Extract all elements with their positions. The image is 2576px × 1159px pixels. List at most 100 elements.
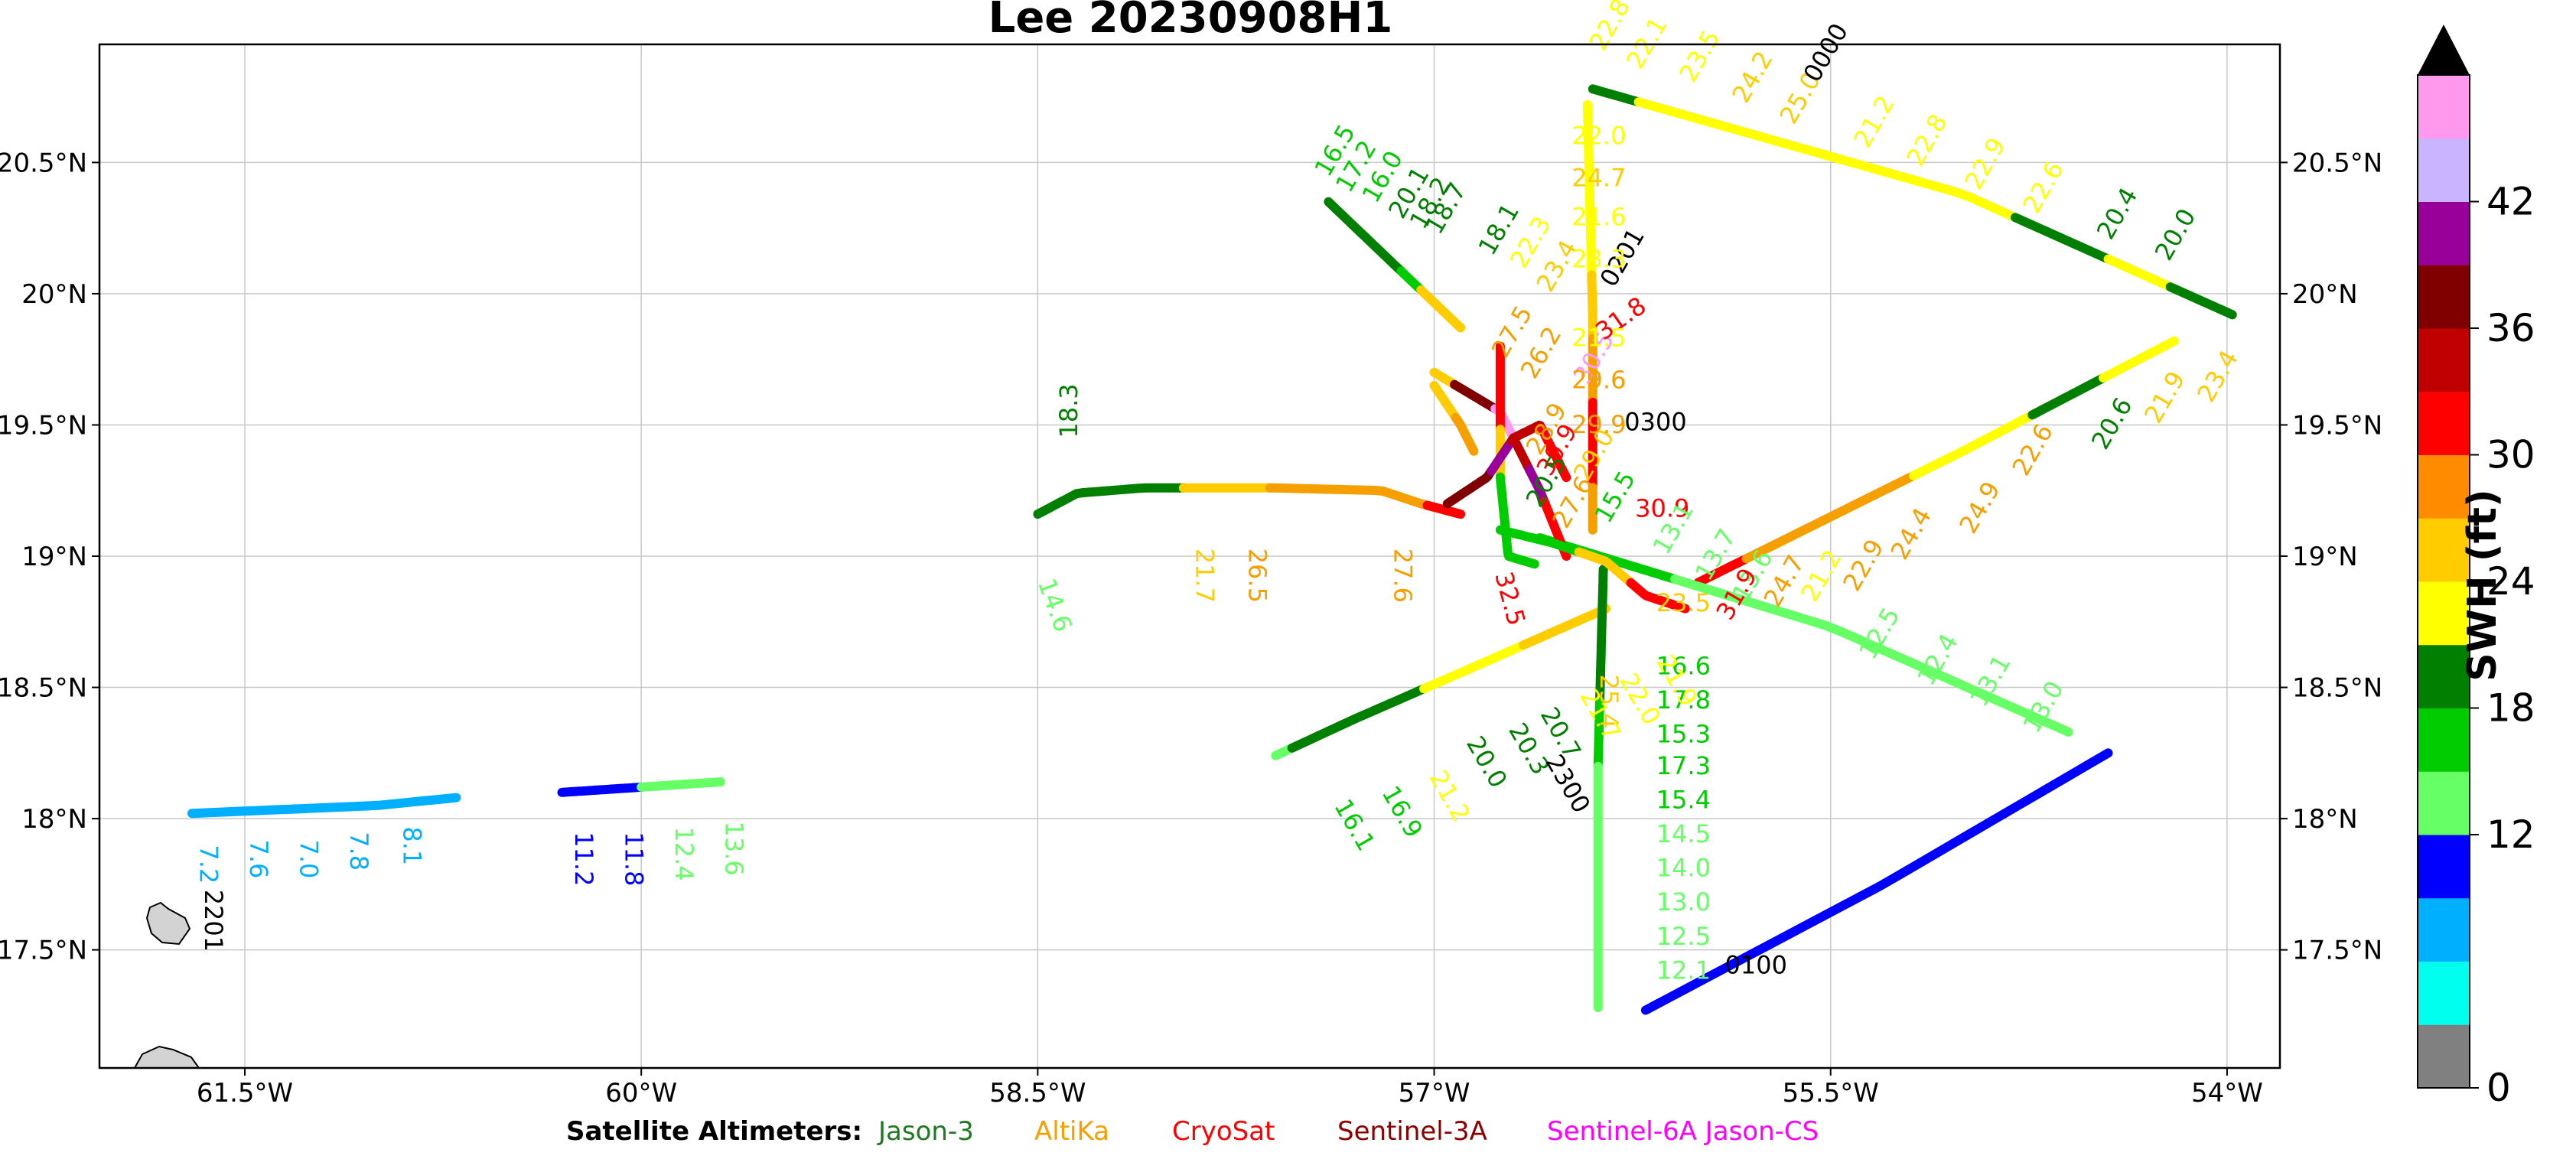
colorbar-tick-label: 36 [2486, 306, 2535, 350]
y-tick-label-right: 17.5°N [2292, 936, 2382, 966]
track-segment [1587, 270, 1597, 343]
track-segment [1593, 696, 1604, 771]
track-storm-5 [1495, 525, 1690, 614]
track-segment [2011, 213, 2113, 264]
colorbar-swatch [2418, 644, 2470, 708]
colorbar-tick-label: 42 [2486, 180, 2535, 224]
island-shape [145, 901, 191, 946]
y-tick-label-right: 18.5°N [2292, 673, 2382, 704]
swh-value-label: 30.9 [1635, 494, 1689, 523]
swh-value-label: 18.3 [1054, 383, 1083, 438]
y-tick-label-left: 19°N [21, 542, 87, 572]
swh-value-label: 26.5 [1243, 549, 1272, 603]
colorbar-label: SWH (ft) [2460, 489, 2506, 681]
track-segment [2099, 336, 2179, 383]
x-tick-label: 57°W [1399, 1078, 1470, 1109]
swh-value-label: 15.3 [1656, 720, 1711, 749]
swh-value-label: 14.0 [1656, 854, 1711, 883]
colorbar-swatch [2418, 961, 2470, 1025]
track-segment [1287, 684, 1429, 753]
map-title: Lee 20230908H1 [988, 0, 1393, 43]
colorbar-swatch [2418, 201, 2470, 265]
track-storm-3 [1429, 381, 1479, 456]
y-tick-label-left: 20°N [21, 279, 87, 310]
legend-item: Sentinel-6A Jason-CS [1547, 1116, 1819, 1147]
x-tick-label: 55.5°W [1783, 1078, 1879, 1109]
track-segment [1451, 412, 1479, 456]
swh-value-label: 0300 [1624, 407, 1686, 436]
colorbar-tick-label: 18 [2486, 686, 2535, 731]
colorbar-swatch [2418, 75, 2470, 139]
legend-item: Jason-3 [877, 1116, 974, 1147]
track-segment [1640, 748, 2113, 1015]
swh-value-label: 0100 [1725, 951, 1787, 980]
track-segment [2027, 373, 2109, 420]
swh-value-label: 2201 [199, 890, 228, 952]
swh-value-label: 14.5 [1656, 819, 1711, 848]
colorbar-swatch [2418, 581, 2470, 646]
y-tick-label-right: 18°N [2292, 804, 2358, 835]
colorbar-tick-label: 12 [2486, 812, 2535, 857]
swh-value-label: 7.2 [194, 845, 223, 884]
track-segment [1416, 285, 1466, 333]
track-segment [1033, 483, 1188, 519]
swh-value-label: 22.0 [1571, 121, 1626, 150]
track-segment [1694, 554, 1751, 588]
colorbar-swatch [2418, 518, 2470, 582]
swh-value-label: 21.7 [1190, 549, 1220, 603]
swh-value-label: 29.6 [1571, 365, 1626, 394]
swh-value-label: 11.2 [569, 832, 598, 886]
track-segment [1429, 381, 1461, 422]
swh-value-label: 7.8 [344, 832, 373, 871]
colorbar-swatch [2418, 897, 2470, 962]
swh-value-label: 11.8 [620, 832, 649, 886]
y-tick-label-right: 20.5°N [2292, 148, 2382, 178]
colorbar-tick-label: 0 [2486, 1066, 2511, 1110]
swh-value-label: 21.6 [1571, 203, 1626, 232]
track-segment [1582, 99, 1597, 280]
swh-value-label: 7.0 [295, 840, 324, 879]
swh-value-label: 17.8 [1656, 685, 1711, 715]
swh-value-label: 12.1 [1656, 956, 1711, 985]
swh-value-label: 8.1 [397, 826, 426, 865]
track-west-lightblue [187, 793, 461, 819]
colorbar-swatch [2418, 708, 2470, 772]
colorbar-swatch [2418, 265, 2470, 329]
track-segment [1626, 578, 1690, 614]
track-storm-4 [1442, 420, 1571, 509]
track-segment [1519, 604, 1611, 650]
colorbar-swatch [2418, 391, 2470, 455]
track-segment [1509, 433, 1534, 474]
track-segment [1633, 97, 2020, 223]
track-segment [1524, 464, 1549, 506]
x-tick-label: 54°W [2191, 1078, 2263, 1109]
swh-colorbar: 012182430364270 [2417, 24, 2535, 1110]
track-segment [1487, 436, 1516, 476]
y-tick-label-left: 18°N [21, 804, 87, 835]
colorbar-swatch [2418, 454, 2470, 519]
track-segment [1909, 410, 2037, 480]
swh-value-label: 23.3 [1571, 245, 1626, 274]
swh-value-label: 21.5 [1571, 324, 1626, 353]
track-segment [1450, 379, 1500, 414]
track-segment [1324, 197, 1406, 276]
y-tick-label-left: 20.5°N [0, 148, 87, 178]
track-segment [1537, 424, 1571, 483]
legend-title: Satellite Altimeters: [566, 1116, 862, 1147]
colorbar-extend-arrow [2418, 24, 2470, 75]
track-segment [1670, 575, 2073, 737]
y-tick-label-left: 17.5°N [0, 936, 87, 966]
track-segment [1595, 565, 1608, 705]
satellite-legend: Satellite Altimeters: Jason-3 AltiKa CryoSa… [566, 1116, 1819, 1147]
track-east-sw-ne [1694, 336, 2179, 588]
swh-value-label: 27.6 [1389, 549, 1418, 603]
longitude-ticks: 61.5°W 60°W 58.5°W 57°W 55.5°W 54°W [197, 1068, 2263, 1109]
swh-value-label: 12.5 [1656, 922, 1711, 951]
y-tick-label-left: 18.5°N [0, 673, 87, 704]
track-segment [637, 777, 725, 792]
track-storm-1 [1429, 367, 1571, 561]
track-west-blue-green [557, 777, 725, 797]
colorbar-swatch [2418, 138, 2470, 202]
swh-value-label: 29.9 [1571, 410, 1626, 439]
